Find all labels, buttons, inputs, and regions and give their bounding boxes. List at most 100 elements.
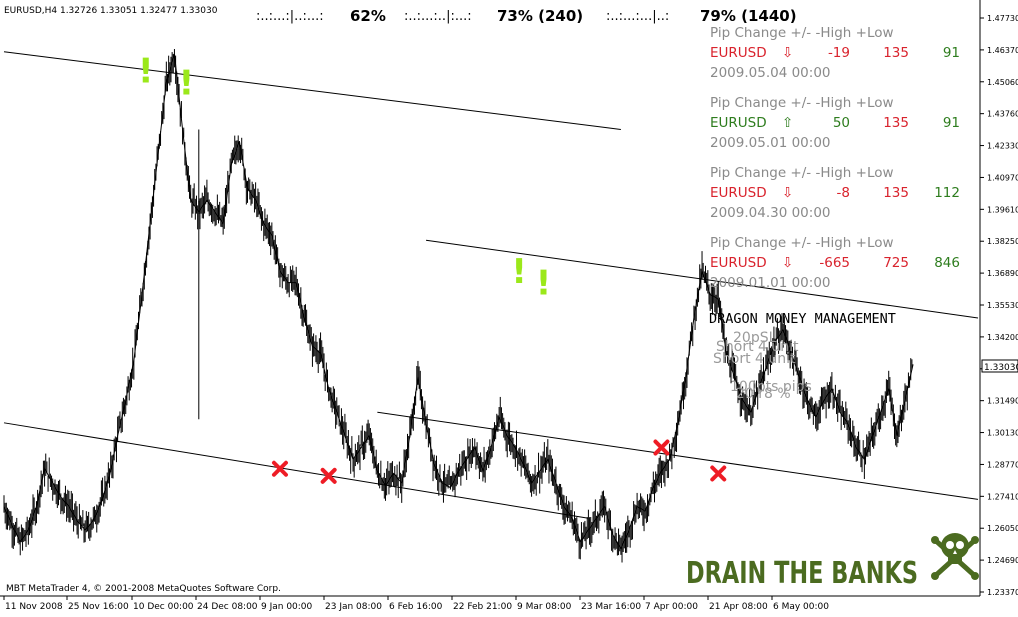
price-series-group <box>3 49 914 563</box>
x-tick-label: 10 Dec 00:00 <box>133 602 194 612</box>
x-tick-label: 9 Jan 00:00 <box>261 602 313 612</box>
pip-panel-date: 2009.01.01 00:00 <box>710 275 831 291</box>
meter-group: :..:...:|..:...: 62% :..:...:..|:...: 73… <box>256 7 797 25</box>
x-tick-label: 9 Mar 08:00 <box>517 602 572 612</box>
x-tick-label: 6 May 00:00 <box>773 602 829 612</box>
price-line <box>3 53 914 550</box>
exclamation-marker-4: ! <box>536 264 552 304</box>
pip-panel-low: 112 <box>934 185 960 201</box>
y-tick-label: 1.24690 <box>987 556 1018 565</box>
x-tick-label: 25 Nov 16:00 <box>68 602 129 612</box>
pip-panel-change: -665 <box>819 255 850 271</box>
arrow-up-icon: ⇧ <box>782 115 793 131</box>
channel-line-1 <box>3 51 621 130</box>
brand-slogan: DRAIN THE BANKS <box>686 556 918 591</box>
mm-text-percent: 20 r8 % <box>736 386 791 402</box>
pip-panel-high: 135 <box>883 185 909 201</box>
pip-panel-date: 2009.05.04 00:00 <box>710 65 831 81</box>
y-tick-label: 1.27410 <box>987 492 1018 501</box>
symbol-info-label: EURUSD,H4 1.32726 1.33051 1.32477 1.3303… <box>4 6 218 16</box>
pip-panel-symbol: EURUSD <box>710 255 767 271</box>
meter-bar-1: :..:...:|..:...: <box>256 9 324 24</box>
pip-panel-low: 91 <box>943 115 960 131</box>
pip-panel-high: 725 <box>883 255 909 271</box>
pip-panel-3: Pip Change +/- -High +Low EURUSD ⇩ -8 135 112… <box>710 165 960 221</box>
pip-panel-symbol: EURUSD <box>710 115 767 131</box>
cross-marker-4 <box>710 465 727 482</box>
pip-panel-high: 135 <box>883 45 909 61</box>
y-tick-label: 1.30130 <box>987 429 1018 438</box>
meter-value-2: 73% (240) <box>497 7 583 25</box>
arrow-down-icon: ⇩ <box>782 185 793 201</box>
exclamation-marker-2: ! <box>179 63 195 103</box>
pip-panel-low: 846 <box>934 255 960 271</box>
pip-panel-symbol: EURUSD <box>710 185 767 201</box>
skull-crossbones-icon <box>931 533 979 580</box>
meter-bar-2: :..:...:..|:...: <box>404 9 472 24</box>
pip-panel-4: Pip Change +/- -High +Low EURUSD ⇩ -665 725 8… <box>710 235 960 291</box>
x-tick-label: 23 Mar 16:00 <box>581 602 641 612</box>
pip-panel-change: 50 <box>833 115 850 131</box>
y-tick-label: 1.31490 <box>987 397 1018 406</box>
y-tick-label: 1.28770 <box>987 460 1018 469</box>
x-tick-label: 22 Feb 21:00 <box>453 602 512 612</box>
money-management-title: DRAGON MONEY MANAGEMENT <box>709 311 896 327</box>
pip-panel-date: 2009.04.30 00:00 <box>710 205 831 221</box>
pip-panel-2: Pip Change +/- -High +Low EURUSD ⇧ 50 135 91 2… <box>710 95 960 151</box>
y-tick-label: 1.23370 <box>987 588 1018 597</box>
x-tick-label: 23 Jan 08:00 <box>325 602 382 612</box>
y-tick-label: 1.35530 <box>987 301 1018 310</box>
meter-value-3: 79% (1440) <box>700 7 797 25</box>
mm-text-short-1: Short 4 unit <box>716 339 799 355</box>
pip-panel-header: Pip Change +/- -High +Low <box>710 235 894 251</box>
pip-panel-header: Pip Change +/- -High +Low <box>710 95 894 111</box>
x-tick-label: 11 Nov 2008 <box>5 602 63 612</box>
copyright-label: MBT MetaTrader 4, © 2001-2008 MetaQuotes… <box>6 584 281 594</box>
pip-panel-change: -19 <box>828 45 850 61</box>
x-axis-group: 11 Nov 2008 25 Nov 16:00 10 Dec 00:00 24 De… <box>3 596 829 612</box>
channel-line-2 <box>3 422 589 519</box>
x-tick-label: 6 Feb 16:00 <box>389 602 443 612</box>
pip-panel-low: 91 <box>943 45 960 61</box>
x-tick-label: 7 Apr 00:00 <box>645 602 698 612</box>
meter-value-1: 62% <box>350 7 386 25</box>
cross-marker-1 <box>271 460 288 477</box>
current-price-label: 1.33030 <box>984 363 1018 373</box>
arrow-down-icon: ⇩ <box>782 45 793 61</box>
y-tick-label: 1.26050 <box>987 524 1018 533</box>
cross-marker-3 <box>653 439 670 456</box>
exclamation-marker-1: ! <box>138 52 154 92</box>
exclamation-marker-3: ! <box>511 252 527 292</box>
arrow-down-icon: ⇩ <box>782 255 793 271</box>
y-tick-label: 1.40970 <box>987 173 1018 182</box>
y-tick-label: 1.45060 <box>987 78 1018 87</box>
channel-line-4 <box>377 411 979 500</box>
mm-text-short-2: Short 4 unit <box>713 351 796 367</box>
y-tick-label: 1.42330 <box>987 142 1018 151</box>
pip-panel-change: -8 <box>837 185 850 201</box>
y-tick-label: 1.36890 <box>987 269 1018 278</box>
pip-panel-header: Pip Change +/- -High +Low <box>710 25 894 41</box>
cross-marker-2 <box>320 467 337 484</box>
mm-text-pips: 100pts pips <box>730 379 812 395</box>
mm-text-stoploss: 20pSL <box>733 330 777 346</box>
current-price-marker: 1.33030 <box>981 359 1018 373</box>
y-tick-label: 1.47730 <box>987 14 1018 23</box>
x-tick-label: 21 Apr 08:00 <box>709 602 768 612</box>
y-tick-label: 1.43760 <box>987 110 1018 119</box>
pip-panel-header: Pip Change +/- -High +Low <box>710 165 894 181</box>
pip-panel-high: 135 <box>883 115 909 131</box>
money-management-overlay: 20pSL Short 4 unit Short 4 unit 100pts p… <box>713 330 812 402</box>
signal-markers-group: !!!! <box>138 52 727 484</box>
x-tick-label: 24 Dec 08:00 <box>197 602 258 612</box>
pip-change-panels: Pip Change +/- -High +Low EURUSD ⇩ -19 135 91… <box>710 25 960 291</box>
y-tick-label: 1.34200 <box>987 333 1018 342</box>
y-tick-label: 1.46370 <box>987 46 1018 55</box>
meter-bar-3: :..:...:...|..: <box>606 9 669 24</box>
y-tick-label: 1.38250 <box>987 237 1018 246</box>
pip-panel-symbol: EURUSD <box>710 45 767 61</box>
pip-panel-1: Pip Change +/- -High +Low EURUSD ⇩ -19 135 91… <box>710 25 960 81</box>
